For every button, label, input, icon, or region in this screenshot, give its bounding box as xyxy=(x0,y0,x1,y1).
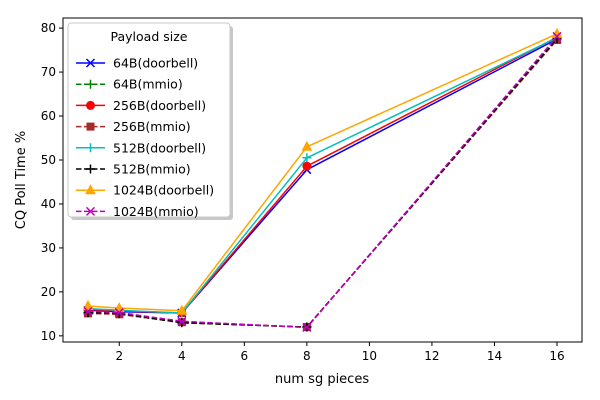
y-tick-label: 20 xyxy=(41,285,56,299)
legend-entry: 64B(doorbell) xyxy=(76,56,198,71)
legend-entry: 64B(mmio) xyxy=(76,77,183,92)
series-layer xyxy=(82,27,563,333)
legend-label: 512B(mmio) xyxy=(113,162,191,177)
legend-entry: 1024B(mmio) xyxy=(76,204,199,219)
legend-label: 1024B(doorbell) xyxy=(113,183,214,198)
legend-entry: 512B(doorbell) xyxy=(76,140,206,155)
legend-label: 256B(mmio) xyxy=(113,119,191,134)
legend-marker xyxy=(86,100,95,110)
legend-label: 1024B(mmio) xyxy=(113,204,199,219)
data-point xyxy=(82,299,94,310)
x-tick-label: 2 xyxy=(115,349,123,363)
legend-entry: 256B(doorbell) xyxy=(76,98,206,113)
legend-marker xyxy=(86,143,95,153)
y-axis-label: CQ Poll Time % xyxy=(14,131,29,229)
legend-marker xyxy=(85,184,96,195)
data-point xyxy=(177,316,187,326)
data-point xyxy=(83,306,93,316)
legend: Payload size 64B(doorbell) 64B(mmio) 256B(d… xyxy=(67,22,233,220)
y-tick-label: 30 xyxy=(41,241,56,255)
x-tick-label: 10 xyxy=(362,349,377,363)
y-tick-label: 60 xyxy=(41,109,56,123)
legend-entry: 1024B(doorbell) xyxy=(76,183,214,198)
x-axis-label: num sg pieces xyxy=(275,372,369,387)
legend-label: 256B(doorbell) xyxy=(113,98,206,113)
data-point xyxy=(177,318,187,328)
legend-title: Payload size xyxy=(111,29,188,44)
data-point xyxy=(301,140,313,151)
x-tick-label: 4 xyxy=(178,349,186,363)
plot-frame xyxy=(62,17,583,343)
y-tick-label: 50 xyxy=(41,153,56,167)
x-tick-label: 16 xyxy=(549,349,564,363)
x-tick-label: 14 xyxy=(487,349,502,363)
axes: 2 4 6 8 10 12 14 16 10 20 30 40 50 60 70 80 xyxy=(41,21,565,363)
x-tick-label: 6 xyxy=(241,349,249,363)
data-point xyxy=(302,153,312,163)
y-tick-label: 80 xyxy=(41,21,56,35)
legend-label: 64B(doorbell) xyxy=(113,56,198,71)
y-tick-label: 40 xyxy=(41,197,56,211)
legend-marker xyxy=(86,164,95,174)
x-tick-label: 12 xyxy=(424,349,439,363)
legend-marker xyxy=(86,122,95,131)
legend-marker xyxy=(86,79,95,89)
legend-label: 64B(mmio) xyxy=(113,77,183,92)
data-point xyxy=(114,308,124,318)
legend-marker xyxy=(85,58,96,68)
y-tick-label: 10 xyxy=(41,329,56,343)
legend-entry: 256B(mmio) xyxy=(76,119,191,134)
legend-box xyxy=(67,22,231,218)
legend-marker xyxy=(85,206,96,216)
data-point xyxy=(302,161,312,171)
x-tick-label: 8 xyxy=(303,349,311,363)
series-line xyxy=(87,36,558,329)
plot-area xyxy=(62,17,583,343)
series-1024B(mmio) xyxy=(83,31,562,333)
legend-label: 512B(doorbell) xyxy=(113,140,206,155)
data-point xyxy=(552,31,562,41)
legend-entry: 512B(mmio) xyxy=(76,162,191,177)
data-point xyxy=(176,304,188,315)
data-point xyxy=(302,322,312,333)
y-tick-label: 70 xyxy=(41,65,56,79)
